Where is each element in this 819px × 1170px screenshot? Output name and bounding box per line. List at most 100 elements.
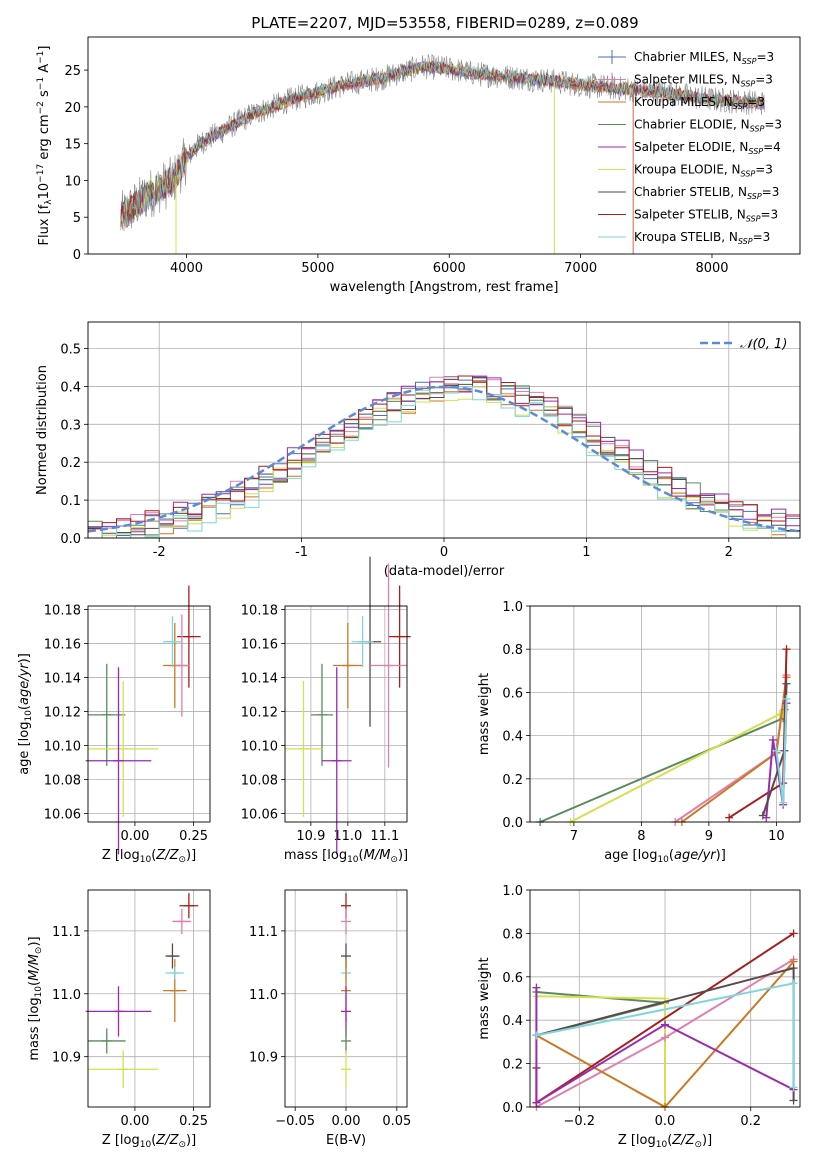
weight-line-salpeter_elodie	[535, 987, 795, 1105]
axes-frame	[87, 889, 211, 1108]
weight-line-kroupa_miles	[681, 677, 788, 823]
grid-lines	[285, 606, 407, 822]
x-axis-label: Z [log10(Z/Z⊙)]	[102, 848, 196, 865]
y-tick-label: 11.0	[52, 988, 81, 1003]
age-vs-metallicity-plot: 0.00 0.25 10.06 10.08 10.10 10.12 10.14 10.16 10…	[17, 585, 211, 865]
y-tick-label: 0.6	[502, 971, 523, 986]
axis-ticks: 0.00 0.25 10.06 10.08 10.10 10.12 10.14 10.16 10…	[44, 603, 208, 844]
y-tick-label: 0.3	[60, 418, 81, 433]
normal-distribution-curve	[88, 385, 800, 533]
legend-label-kroupa_miles: Kroupa MILES, NSSP=3	[634, 95, 765, 111]
residual-legend: 𝒩(0, 1)	[700, 337, 787, 352]
y-tick-label: 10.06	[241, 807, 278, 822]
x-axis-label: Z [log10(Z/Z⊙)]	[618, 1133, 712, 1150]
x-tick-label: 7	[570, 829, 578, 844]
y-tick-label: 10.16	[44, 637, 81, 652]
spectrum-plot: 4000 5000 6000 7000 8000 0 5 10 15 20 25 wavelength…	[36, 36, 801, 295]
legend-label-salpeter_elodie: Salpeter ELODIE, NSSP=4	[634, 140, 781, 156]
y-axis-label: Flux [fλ10−17 erg cm−2 s−1 A−1]	[36, 46, 54, 246]
figure-title: PLATE=2207, MJD=53558, FIBERID=0289, z=0…	[251, 14, 638, 32]
x-tick-label: 0.00	[332, 1114, 361, 1129]
mass-vs-ebv-plot: −0.05 0.00 0.05 10.9 11.0 11.1 E(B-V)	[249, 889, 411, 1148]
y-tick-label: 10.18	[241, 603, 278, 618]
x-tick-label: 0.05	[382, 1114, 411, 1129]
y-tick-label: 10.12	[241, 705, 278, 720]
x-tick-label: 8000	[695, 261, 728, 276]
y-tick-label: 0.5	[60, 343, 81, 358]
y-tick-label: 0.4	[502, 1014, 523, 1029]
legend-label-kroupa_stelib: Kroupa STELIB, NSSP=3	[634, 230, 770, 246]
x-tick-label: −0.05	[275, 1114, 315, 1129]
x-tick-label: 0.00	[120, 1114, 149, 1129]
grid-lines	[88, 606, 210, 822]
x-tick-label: 0.0	[655, 1114, 676, 1129]
x-tick-label: 11.0	[333, 829, 362, 844]
spectrum-lines	[120, 53, 765, 254]
y-tick-label: 0.4	[502, 730, 523, 745]
model-spectrum-kroupa_stelib	[120, 59, 765, 226]
legend-label-salpeter_miles: Salpeter MILES, NSSP=3	[634, 73, 773, 89]
weight-vs-metallicity-plot: −0.2 0.0 0.2 0.0 0.2 0.4 0.6 0.8 1.0 Z [log10(Z/Z…	[477, 884, 801, 1150]
legend-label-normal: 𝒩(0, 1)	[740, 337, 787, 352]
y-tick-label: 0.4	[60, 380, 81, 395]
axes-frame	[529, 889, 801, 1108]
mass-vs-metallicity-plot: 0.00 0.25 10.9 11.0 11.1 Z [log10(Z/Z⊙)] mass …	[27, 889, 211, 1150]
x-tick-label: -2	[153, 545, 166, 560]
x-tick-label: 0.25	[179, 1114, 208, 1129]
errorbar-points	[341, 893, 351, 1089]
axis-ticks: −0.2 0.0 0.2 0.0 0.2 0.4 0.6 0.8 1.0	[502, 884, 761, 1129]
x-tick-label: 6000	[433, 261, 466, 276]
model-spectrum-chabrier_elodie	[120, 61, 765, 226]
grid-lines	[88, 890, 210, 1107]
x-axis-label: (data-model)/error	[384, 564, 505, 579]
legend-label-chabrier_stelib: Chabrier STELIB, NSSP=3	[634, 185, 779, 201]
axis-ticks: 4000 5000 6000 7000 8000 0 5 10 15 20 25	[64, 64, 728, 276]
weight-line-salpeter_stelib	[728, 649, 788, 819]
y-tick-label: 10.18	[44, 603, 81, 618]
grid-lines	[530, 605, 800, 823]
weight-vs-age-plot: 7 8 9 10 0.0 0.2 0.4 0.6 0.8 1.0 age [log10(age/yr…	[477, 600, 801, 865]
residual-histogram-plot: -2 -1 0 1 2 0.0 0.1 0.2 0.3 0.4 0.5 (data-model)/er…	[35, 321, 801, 579]
x-tick-label: 0.25	[179, 829, 208, 844]
legend-label-kroupa_elodie: Kroupa ELODIE, NSSP=3	[634, 163, 773, 179]
spectrum-legend: Chabrier MILES, NSSP=3 Salpeter MILES, NS…	[598, 50, 782, 246]
y-tick-label: 0.6	[502, 686, 523, 701]
y-tick-label: 10.08	[241, 773, 278, 788]
y-tick-label: 10.14	[44, 671, 81, 686]
y-tick-label: 11.0	[249, 988, 278, 1003]
x-tick-label: 4000	[170, 261, 203, 276]
axes-frame	[87, 605, 211, 823]
y-tick-label: 10.06	[44, 807, 81, 822]
errorbar-points	[85, 585, 201, 855]
axes-frame	[87, 36, 801, 255]
x-axis-label: wavelength [Angstrom, rest frame]	[330, 280, 559, 295]
y-axis-label: age [log10(age/yr)]	[17, 653, 34, 775]
histogram-steps	[88, 375, 800, 538]
y-tick-label: 0.2	[60, 456, 81, 471]
y-tick-label: 11.1	[249, 925, 278, 940]
y-tick-label: 10.9	[52, 1051, 81, 1066]
x-axis-label: age [log10(age/yr)]	[604, 848, 726, 865]
y-tick-label: 0.0	[502, 816, 523, 831]
y-tick-label: 20	[64, 101, 81, 116]
x-axis-label: mass [log10(M/M⊙)]	[284, 848, 408, 865]
axis-ticks: 0.00 0.25 10.9 11.0 11.1	[52, 925, 208, 1129]
errorbar-points	[85, 893, 199, 1089]
y-axis-label: mass weight	[477, 673, 492, 755]
axes-frame	[529, 605, 801, 823]
y-tick-label: 0.0	[60, 532, 81, 547]
axis-ticks: 10.9 11.0 11.1 10.06 10.08 10.10 10.12 10.14 10.…	[241, 603, 400, 844]
x-tick-label: 7000	[564, 261, 597, 276]
axis-ticks: -2 -1 0 1 2 0.0 0.1 0.2 0.3 0.4 0.5	[60, 343, 733, 560]
axis-ticks: −0.05 0.00 0.05 10.9 11.0 11.1	[249, 925, 411, 1129]
y-tick-label: 10.10	[44, 739, 81, 754]
y-axis-label: mass [log10(M/M⊙)]	[27, 936, 44, 1060]
errorbar-points	[285, 556, 411, 855]
age-vs-mass-plot: 10.9 11.0 11.1 10.06 10.08 10.10 10.12 10.14 10.…	[241, 556, 411, 865]
y-tick-label: 10	[64, 174, 81, 189]
x-tick-label: −0.2	[563, 1114, 595, 1129]
x-tick-label: 9	[705, 829, 713, 844]
y-axis-label: Normed distribution	[35, 365, 50, 495]
y-tick-label: 0.1	[60, 494, 81, 509]
